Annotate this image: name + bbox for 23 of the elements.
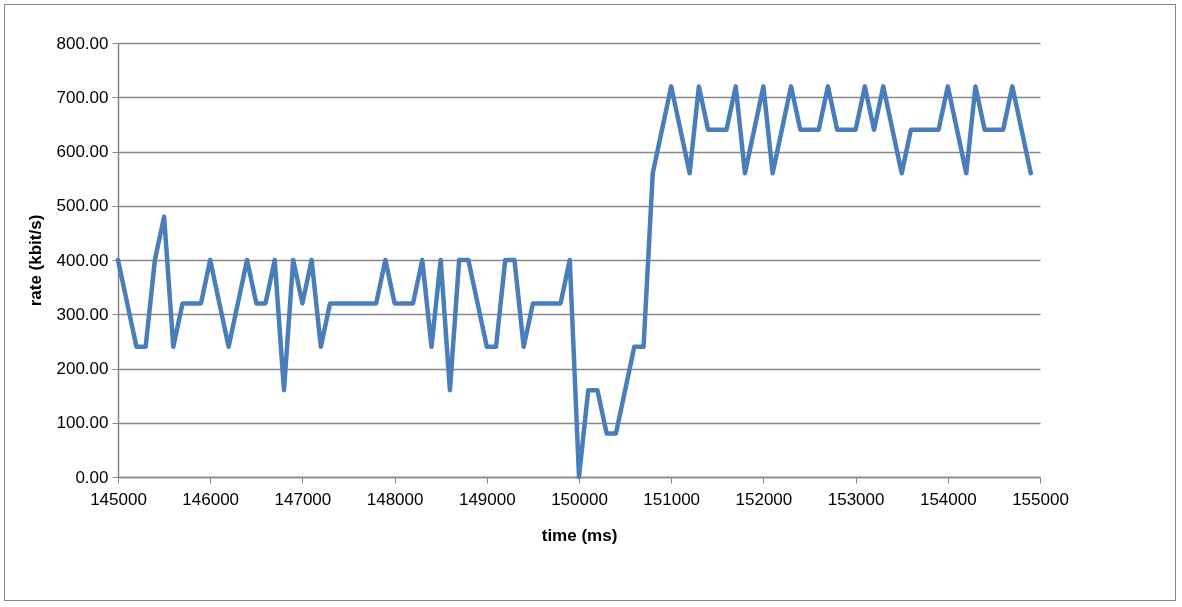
y-tick-label: 500.00 (56, 196, 109, 216)
y-tick-label: 800.00 (56, 33, 109, 53)
x-tick-label: 149000 (458, 489, 516, 509)
x-tick-label: 153000 (827, 489, 885, 509)
y-tick-label: 700.00 (56, 87, 109, 107)
x-tick-label: 155000 (1012, 489, 1069, 509)
x-tick-label: 152000 (735, 489, 793, 509)
y-tick-label: 400.00 (56, 250, 109, 270)
x-tick-label: 151000 (643, 489, 701, 509)
x-tick-label: 145000 (90, 489, 147, 509)
x-tick-label: 150000 (551, 489, 608, 509)
y-tick-label: 200.00 (56, 359, 109, 378)
line-series (115, 84, 1034, 480)
y-tick-label: 0.00 (75, 467, 109, 487)
y-tick-label: 100.00 (56, 413, 109, 433)
x-tick-label: 148000 (366, 489, 424, 509)
y-tick-label: 600.00 (56, 142, 109, 161)
y-axis-title: rate (kbit/s) (25, 214, 45, 307)
x-tick-label: 154000 (919, 489, 977, 509)
x-tick-label: 146000 (182, 489, 240, 509)
y-tick-label: 300.00 (56, 304, 109, 324)
x-tick-label: 147000 (274, 489, 332, 509)
x-axis-title: time (ms) (541, 525, 618, 545)
